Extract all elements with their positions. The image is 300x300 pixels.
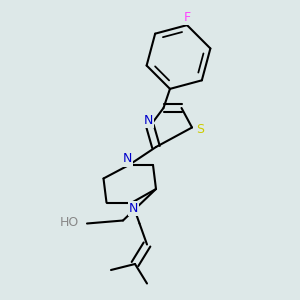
Text: S: S bbox=[196, 122, 204, 136]
Text: N: N bbox=[144, 114, 153, 127]
Text: F: F bbox=[184, 11, 190, 24]
Text: HO: HO bbox=[60, 216, 80, 230]
Text: N: N bbox=[129, 202, 138, 215]
Text: N: N bbox=[123, 152, 132, 166]
